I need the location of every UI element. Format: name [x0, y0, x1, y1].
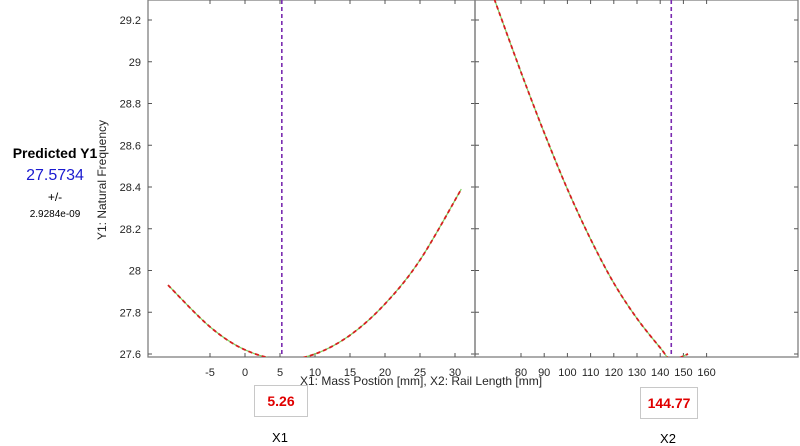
- y-tick-label: 28: [129, 266, 141, 278]
- x-tick-label: 30: [449, 367, 461, 379]
- x-tick-label: 90: [538, 367, 550, 379]
- prediction-curve-solid: [494, 0, 689, 357]
- x-tick-label: 5: [277, 367, 283, 379]
- prediction-curve-dashed: [493, 0, 689, 357]
- x-tick-label: 130: [628, 367, 646, 379]
- y-tick-label: 28.6: [120, 140, 141, 152]
- x-tick-label: 80: [515, 367, 527, 379]
- x2-value-input[interactable]: 144.77: [640, 387, 698, 419]
- x-tick-label: 20: [379, 367, 391, 379]
- plus-minus-label: +/-: [47, 190, 63, 204]
- prediction-value: 27.5734: [26, 167, 84, 184]
- y-tick-label: 27.8: [120, 307, 141, 319]
- x-tick-label: 0: [242, 367, 248, 379]
- y-tick-label: 29: [129, 57, 141, 69]
- y-tick-label: 29.2: [120, 15, 141, 27]
- plot-frame-x1: [147, 0, 476, 358]
- x-tick-label: 10: [309, 367, 321, 379]
- x-tick-label: 110: [582, 367, 600, 379]
- x-tick-label: 140: [651, 367, 669, 379]
- y-tick-label: 27.6: [120, 349, 141, 361]
- x1-value-input[interactable]: 5.26: [254, 385, 308, 417]
- prediction-curve-dashed: [167, 188, 463, 357]
- x2-variable-label: X2: [660, 431, 676, 446]
- x-tick-label: 100: [558, 367, 576, 379]
- plot-frame-x2: [474, 0, 799, 358]
- x-axis-label: X1: Mass Postion [mm], X2: Rail Length […: [300, 374, 543, 388]
- x-tick-label: -5: [205, 367, 215, 379]
- x-tick-label: 15: [344, 367, 356, 379]
- x1-variable-label: X1: [272, 430, 288, 445]
- prediction-title: Predicted Y1: [12, 145, 98, 161]
- x-tick-label: 120: [605, 367, 623, 379]
- prediction-panel: Predicted Y1 27.5734 +/- 2.9284e-09: [0, 140, 110, 220]
- confidence-interval: 2.9284e-09: [29, 209, 81, 220]
- x-tick-label: 25: [414, 367, 426, 379]
- x-tick-label: 160: [697, 367, 715, 379]
- y-tick-label: 28.8: [120, 99, 141, 111]
- y-tick-label: 28.4: [120, 182, 141, 194]
- x-tick-label: 150: [674, 367, 692, 379]
- y-tick-label: 28.2: [120, 224, 141, 236]
- prediction-curve-solid: [167, 188, 462, 357]
